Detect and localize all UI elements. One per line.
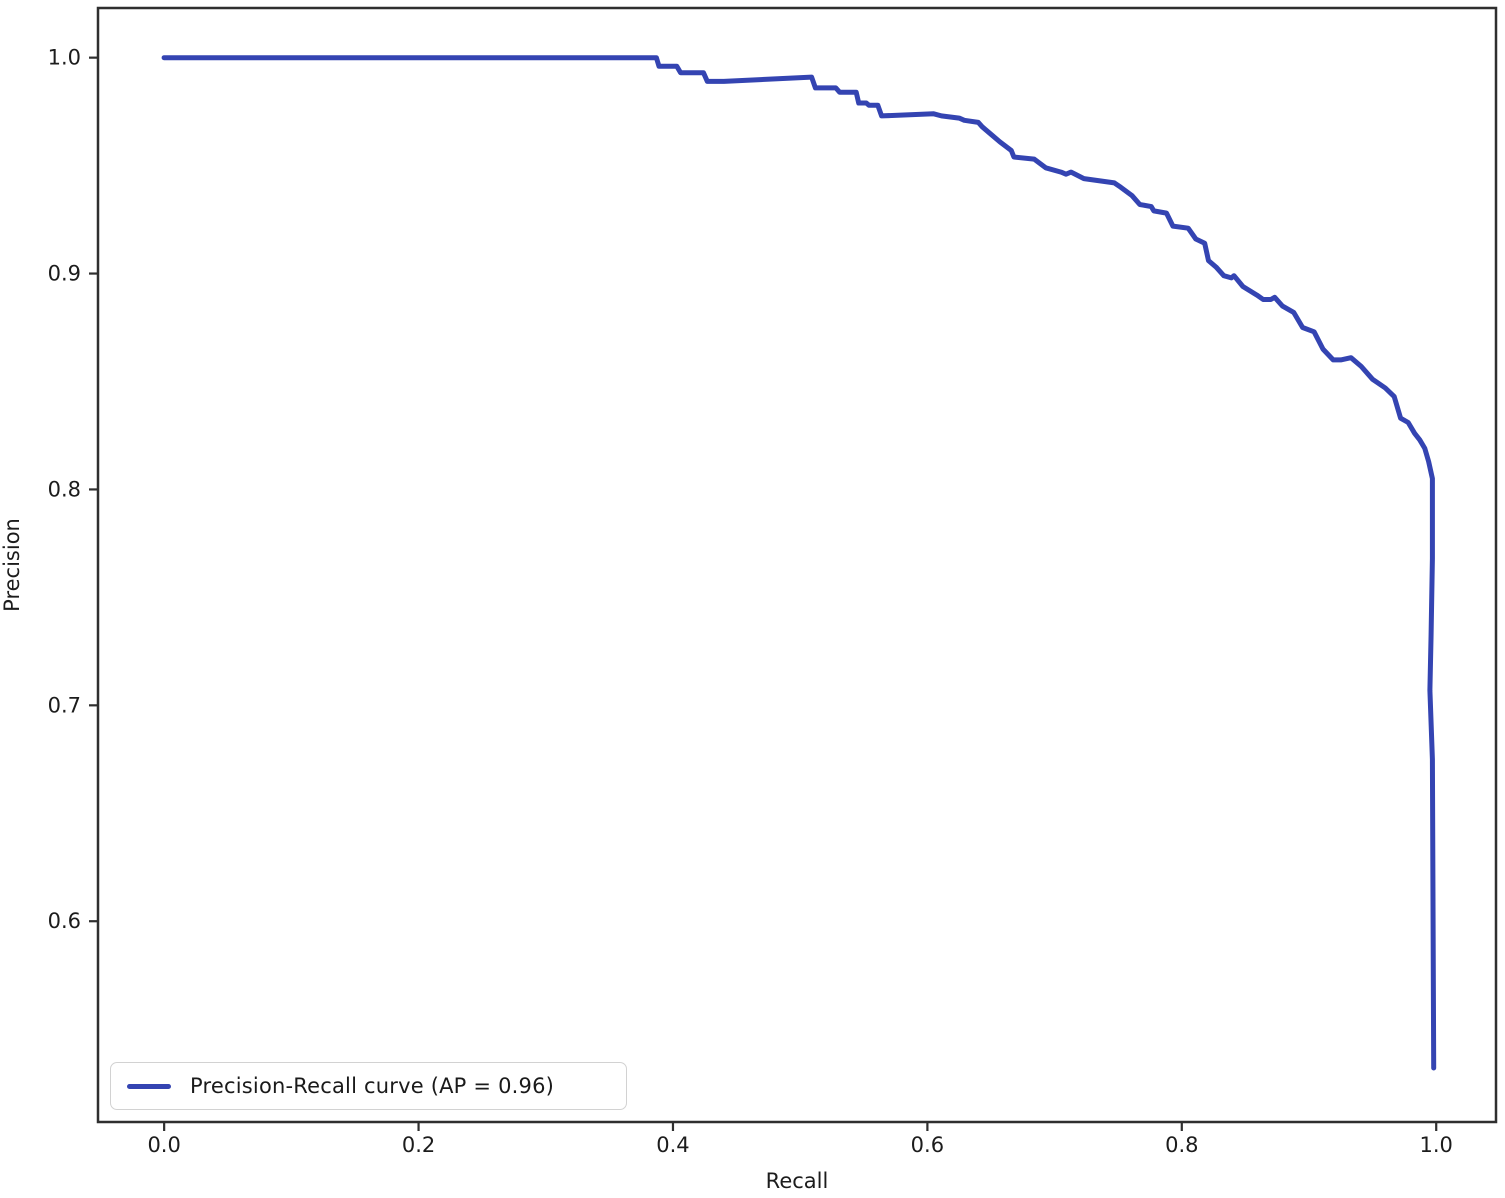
x-tick-label: 0.2 (402, 1133, 435, 1157)
pr-curve-line (161, 55, 1437, 1071)
y-tick-label: 0.8 (48, 477, 81, 501)
legend-line-sample (127, 1083, 171, 1089)
x-tick-label: 0.6 (911, 1133, 944, 1157)
x-tick-label: 0.8 (1165, 1133, 1198, 1157)
y-tick-label: 0.6 (48, 909, 81, 933)
x-axis-title: Recall (766, 1169, 829, 1193)
legend: Precision-Recall curve (AP = 0.96) (110, 1062, 627, 1110)
y-tick-label: 1.0 (48, 46, 81, 70)
legend-label: Precision-Recall curve (AP = 0.96) (190, 1074, 555, 1098)
x-tick-label: 1.0 (1420, 1133, 1453, 1157)
plot-frame (96, 6, 1498, 1124)
y-tick-label: 0.7 (48, 693, 81, 717)
x-tick-label: 0.0 (147, 1133, 180, 1157)
y-tick-label: 0.9 (48, 262, 81, 286)
x-tick-label: 0.4 (656, 1133, 689, 1157)
y-axis-title: Precision (0, 518, 24, 612)
